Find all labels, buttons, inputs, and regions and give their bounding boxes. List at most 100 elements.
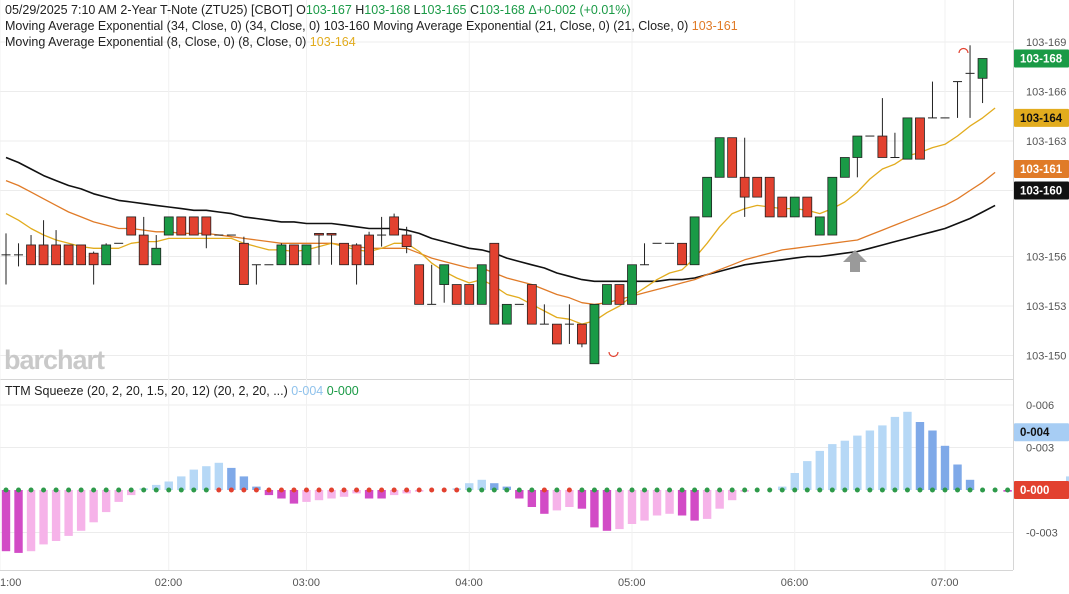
candle-body (238, 242, 249, 285)
candle-body (276, 244, 287, 266)
candle (890, 132, 900, 158)
ema8-value: 103-164 (309, 35, 356, 49)
candle-body (439, 264, 450, 285)
candle-body (26, 244, 36, 266)
candle (602, 284, 612, 305)
ttm-bar (627, 490, 637, 524)
candle (51, 230, 61, 266)
candle-body (501, 303, 512, 325)
ttm-bar (490, 483, 499, 490)
squeeze-dot (216, 487, 222, 493)
candle-body (839, 157, 850, 178)
ttm-bar (803, 461, 812, 490)
low-label: L (413, 3, 421, 17)
squeeze-dot (554, 487, 560, 493)
squeeze-dot (429, 487, 435, 493)
squeeze-dot (278, 487, 284, 493)
squeeze-dot (3, 487, 9, 493)
squeeze-dot (103, 487, 109, 493)
candle-body (877, 135, 888, 158)
candle-body (51, 244, 61, 266)
ttm-bar (389, 490, 399, 496)
squeeze-dot (354, 487, 360, 493)
ttm-bar (477, 479, 486, 490)
open-label: O (296, 3, 306, 17)
candle (814, 216, 825, 236)
candle-body (76, 244, 87, 266)
squeeze-dot (854, 487, 860, 493)
ema34-badge-bg (1014, 181, 1069, 200)
candle (965, 45, 975, 118)
ttm-bar (840, 440, 850, 490)
candle (451, 284, 462, 305)
ttm-bar (127, 490, 136, 496)
candle-body (326, 232, 337, 236)
ttm-bar (515, 490, 524, 499)
ttm-bar (227, 467, 236, 490)
squeeze-dot (191, 487, 197, 493)
candle (1, 233, 11, 285)
candle (953, 81, 963, 118)
ttm-bar (853, 435, 862, 490)
ttm-bar (640, 490, 649, 521)
squeeze-dot (141, 487, 147, 493)
ema8-badge-text: 103-164 (1020, 113, 1063, 125)
price-tick-label: 103-150 (1026, 351, 1066, 363)
candle (188, 216, 199, 236)
candle-body (689, 216, 700, 266)
squeeze-dot (454, 487, 460, 493)
ema34-label[interactable]: Moving Average Exponential (34, Close, 0… (5, 19, 321, 33)
ttm-tick-label: -0-003 (1026, 528, 1058, 540)
high-value: 103-168 (364, 3, 411, 17)
candle-body (764, 176, 775, 218)
ttm-bar (928, 430, 937, 490)
header-time: 7:10 AM (71, 3, 117, 17)
ema8-label[interactable]: Moving Average Exponential (8, Close, 0)… (5, 35, 307, 49)
ttm-tick-label: 0-003 (1026, 443, 1054, 455)
squeeze-dot (391, 487, 397, 493)
candle (63, 244, 74, 266)
squeeze-dot (742, 487, 748, 493)
time-tick-label: 03:00 (292, 577, 320, 589)
candle-body (915, 117, 925, 160)
ttm-bar (189, 469, 198, 490)
ttm-bar (527, 490, 537, 507)
candle (289, 244, 299, 266)
candle-body (526, 284, 537, 325)
ttm-bar (665, 490, 674, 514)
candle-body (63, 244, 74, 266)
candle-body (827, 176, 838, 236)
ema34-badge-text: 103-160 (1020, 186, 1062, 198)
ttm-value-badge-text: 0-004 (1020, 427, 1050, 439)
candle (377, 216, 387, 247)
candle-body (38, 244, 49, 266)
squeeze-dot (992, 487, 998, 493)
ttm-bar (164, 481, 173, 490)
squeeze-dot (78, 487, 84, 493)
squeeze-dot (679, 487, 685, 493)
ttm-bar (39, 490, 48, 545)
ttm-bar (953, 464, 962, 490)
candle (677, 242, 687, 266)
candle (727, 137, 738, 178)
ttm-bar (828, 444, 837, 490)
candle (151, 235, 162, 266)
ttm-bar (76, 490, 86, 531)
squeeze-dot (366, 487, 372, 493)
candle-body (88, 252, 99, 266)
candle (526, 284, 537, 325)
close-value: 103-168 (479, 3, 525, 17)
squeeze-dot (829, 487, 835, 493)
ttm-bar (552, 490, 562, 511)
candle (589, 303, 600, 365)
candle-body (451, 284, 462, 305)
candle-body (852, 135, 863, 158)
ttm-bar (152, 484, 161, 490)
squeeze-dot (516, 487, 522, 493)
ema21-label[interactable]: Moving Average Exponential (21, Close, 0… (373, 19, 689, 33)
candle-body (151, 247, 162, 266)
ttm-label[interactable]: TTM Squeeze (20, 2, 20, 1.5, 20, 12) (20… (5, 384, 288, 398)
ttm-histogram (1, 411, 1069, 553)
squeeze-dot (892, 487, 898, 493)
